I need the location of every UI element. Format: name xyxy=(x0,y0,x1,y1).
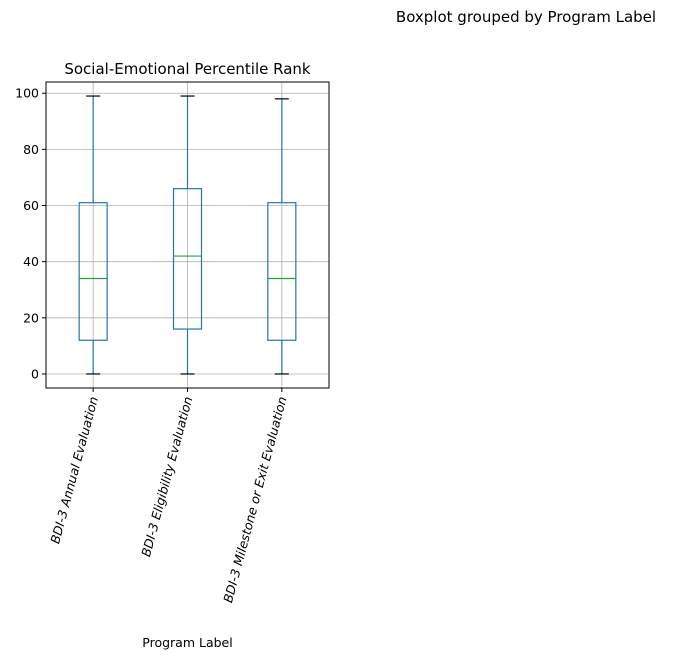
y-tick-label: 80 xyxy=(23,142,39,157)
figure-suptitle: Boxplot grouped by Program Label xyxy=(396,8,656,26)
box-iqr xyxy=(172,188,203,330)
x-axis-label: Program Label xyxy=(142,635,232,650)
y-tick-label: 40 xyxy=(23,254,39,269)
y-tick-label: 0 xyxy=(31,366,39,381)
y-tick-label: 20 xyxy=(23,310,39,325)
x-tick-label: BDI-3 Eligibility Evaluation xyxy=(138,395,195,558)
box-iqr xyxy=(267,202,297,341)
box-iqr xyxy=(78,202,108,341)
axes-title: Social-Emotional Percentile Rank xyxy=(64,60,311,78)
x-tick-label: BDI-3 Milestone or Exit Evaluation xyxy=(220,395,290,604)
x-tick-label: BDI-3 Annual Evaluation xyxy=(47,395,101,545)
y-tick-label: 100 xyxy=(15,86,39,101)
box-layer xyxy=(78,95,297,375)
y-tick-label: 60 xyxy=(23,198,39,213)
